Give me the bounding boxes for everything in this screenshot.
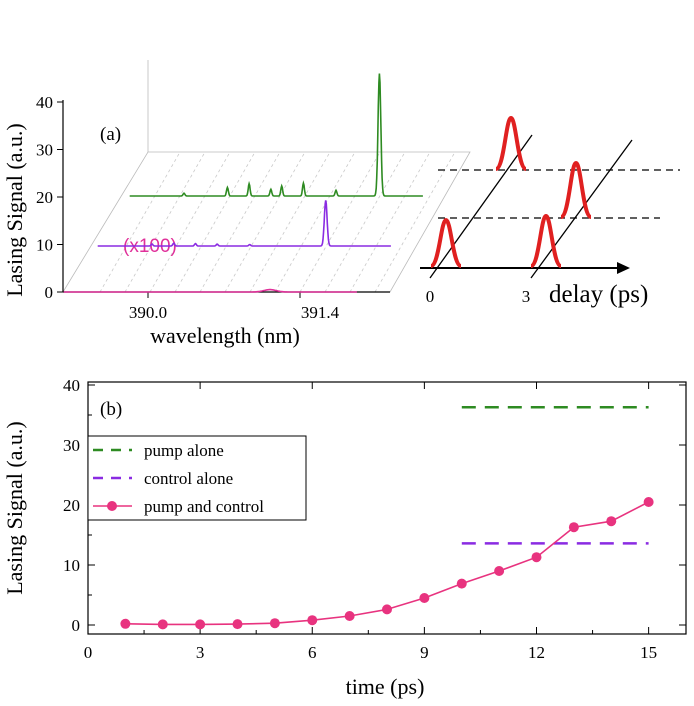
data-point xyxy=(419,593,430,603)
legend-label-pump-alone: pump alone xyxy=(144,441,224,460)
panel-a-grid-line xyxy=(349,151,431,293)
data-point xyxy=(643,497,654,507)
panel-a-grid xyxy=(99,151,456,293)
panel-a-y-label: Lasing Signal (a.u.) xyxy=(2,123,27,297)
panel-a-grid-line xyxy=(174,151,256,293)
panel-a-grid-line xyxy=(249,151,331,293)
panel-b-x-tick-label: 12 xyxy=(528,643,545,662)
delay-pulse xyxy=(429,217,463,268)
delay-axis-label: delay (ps) xyxy=(549,281,648,308)
panel-a-grid-line xyxy=(149,151,231,293)
data-point xyxy=(157,619,168,630)
panel-a-grid-line xyxy=(199,151,281,293)
data-point xyxy=(307,615,318,626)
panel-a-y-ticks: 0 10 20 30 40 xyxy=(36,93,63,302)
panel-b-x-tick-label: 3 xyxy=(196,643,205,662)
panel-b-series xyxy=(120,405,654,630)
spectrum-trace xyxy=(129,73,423,197)
data-point xyxy=(344,611,355,621)
panel-b-y-tick-label: 0 xyxy=(72,616,81,635)
legend-label-pump-and-control: pump and control xyxy=(144,497,264,516)
legend-marker-pump-and-control xyxy=(107,501,117,511)
panel-b-x-tick-label: 6 xyxy=(308,643,317,662)
delay-inset: 0 3 delay (ps) xyxy=(420,115,680,308)
data-point xyxy=(382,604,392,615)
panel-a-x-label: wavelength (nm) xyxy=(150,323,300,348)
panel-a-y-tick-label: 30 xyxy=(36,141,53,160)
panel-a-y-tick-label: 20 xyxy=(36,188,53,207)
panel-a-traces xyxy=(63,73,423,293)
data-point xyxy=(606,516,617,527)
panel-a-x-tick-label: 391.4 xyxy=(301,303,340,322)
panel-b-x-label: time (ps) xyxy=(346,674,425,699)
panel-a-x-tick-label: 390.0 xyxy=(129,303,167,322)
data-point xyxy=(269,618,280,629)
panel-b-y-tick-label: 10 xyxy=(63,556,80,575)
data-point xyxy=(195,619,206,630)
delay-pulse xyxy=(559,160,593,219)
panel-a-grid-line xyxy=(124,151,206,293)
panel-b-y-label: Lasing Signal (a.u.) xyxy=(2,421,27,595)
panel-a-grid-line xyxy=(274,151,356,293)
panel-a-y-tick-label: 10 xyxy=(36,236,53,255)
panel-a-grid-line xyxy=(299,151,381,293)
data-point xyxy=(531,552,542,563)
delay-diagonal xyxy=(530,139,633,279)
data-point xyxy=(494,566,505,576)
panel-a-grid-line xyxy=(374,151,456,293)
panel-b-x-tick-label: 0 xyxy=(84,643,93,662)
delay-tick-label: 3 xyxy=(522,287,531,306)
data-point xyxy=(568,522,579,533)
legend: pump alone control alone pump and contro… xyxy=(87,435,307,521)
spectrum-trace xyxy=(97,200,391,247)
legend-label-control-alone: control alone xyxy=(144,469,233,488)
panel-a-label: (a) xyxy=(100,124,121,145)
panel-a-y-tick-label: 40 xyxy=(36,93,53,112)
panel-b-x-tick-label: 9 xyxy=(420,643,429,662)
panel-a-y-tick-label: 0 xyxy=(45,283,54,302)
data-point xyxy=(232,619,243,630)
delay-tick-label: 0 xyxy=(426,287,435,306)
data-point xyxy=(120,618,131,629)
panel-b: 0 3 6 9 12 15 0 10 20 30 40 time (ps) Lasing Signa… xyxy=(2,376,687,699)
panel-a-floor xyxy=(62,151,471,293)
data-point xyxy=(456,578,467,589)
panel-b-label: (b) xyxy=(100,399,122,420)
delay-axis-arrowhead xyxy=(617,262,630,274)
panel-a-grid-line xyxy=(99,151,181,293)
panel-b-x-tick-label: 15 xyxy=(640,643,657,662)
delay-pulse xyxy=(494,115,528,171)
panel-b-y-tick-label: 20 xyxy=(63,496,80,515)
delay-diagonal xyxy=(429,134,533,279)
spectrum-trace xyxy=(63,288,357,293)
panel-a-grid-line xyxy=(224,151,306,293)
panel-b-y-tick-label: 40 xyxy=(63,376,80,395)
panel-a-grid-line xyxy=(324,151,406,293)
delay-pulse xyxy=(529,213,563,268)
panel-b-y-tick-label: 30 xyxy=(63,436,80,455)
